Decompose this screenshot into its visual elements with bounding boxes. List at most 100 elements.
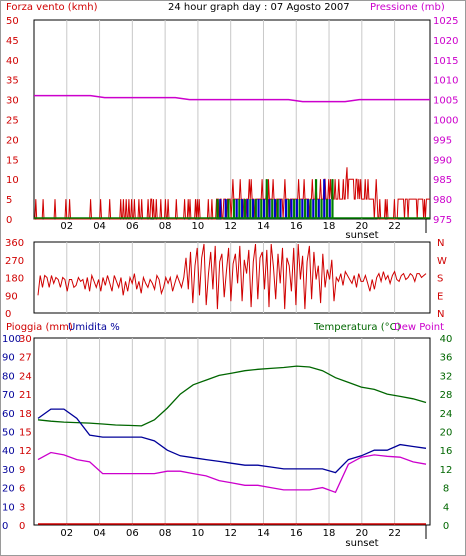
x-tick-label: 04 — [93, 528, 106, 539]
humidity-y-tick: 70 — [2, 390, 15, 401]
direction-compass-tick: N — [437, 238, 444, 249]
wind-gust-bar — [309, 199, 312, 219]
rain-y-tick: 6 — [19, 484, 25, 495]
wind-pressure-panel: 02 04 06 08 10 12 14 16 18 20 22sunset504540353025… — [6, 16, 458, 241]
x-tick-label: 04 — [93, 221, 106, 232]
wind-y-tick: 0 — [6, 215, 12, 226]
humidity-y-tick: 20 — [2, 484, 15, 495]
humidity-axis-title: Umidita % — [68, 322, 120, 333]
x-tick-label: 06 — [126, 221, 139, 232]
wind-gust-bar — [273, 199, 277, 219]
chart-title: 24 hour graph day : 07 Agosto 2007 — [168, 2, 350, 13]
wind-gust-bar — [232, 199, 236, 219]
wind-gust-bar — [295, 199, 298, 219]
pressure-y-tick: 985 — [433, 175, 452, 186]
wind-gust-bar — [246, 199, 249, 219]
pressure-y-tick: 1010 — [433, 76, 458, 87]
wind-gust-bar — [312, 199, 315, 219]
humidity-y-tick: 100 — [2, 334, 21, 345]
rain-y-tick: 12 — [19, 446, 32, 457]
temperature-y-tick: 32 — [440, 371, 453, 382]
temperature-y-tick: 28 — [440, 390, 453, 401]
direction-compass-tick: W — [437, 256, 447, 267]
x-tick-label: 18 — [323, 221, 336, 232]
wind-y-tick: 50 — [6, 16, 19, 27]
wind-gust-bar — [216, 199, 219, 219]
wind-gust-bar — [249, 199, 252, 219]
direction-y-tick: 180 — [5, 274, 24, 285]
x-tick-label: 10 — [192, 221, 205, 232]
wind-gust-bar — [293, 199, 296, 219]
pressure-y-tick: 1025 — [433, 16, 458, 27]
wind-y-tick: 20 — [6, 135, 19, 146]
direction-compass-tick: E — [437, 291, 443, 302]
pressure-y-tick: 1000 — [433, 116, 458, 127]
wind-gust-bar — [260, 199, 263, 219]
x-tick-label: 16 — [290, 528, 303, 539]
humidity-y-tick: 10 — [2, 502, 15, 513]
wind-gust-bar — [219, 199, 222, 219]
direction-y-tick: 360 — [5, 238, 24, 249]
humidity-y-tick: 40 — [2, 446, 15, 457]
wind-y-tick: 15 — [6, 155, 19, 166]
pressure-y-tick: 980 — [433, 195, 452, 206]
temperature-y-tick: 36 — [440, 353, 453, 364]
humidity-line — [37, 408, 427, 474]
wind-gust-bar — [243, 199, 246, 219]
wind-y-tick: 5 — [6, 195, 12, 206]
wind-gust-bar — [290, 199, 293, 219]
rain-y-tick: 24 — [19, 371, 32, 382]
x-tick-label: 08 — [159, 221, 172, 232]
wind-gust-bar — [314, 179, 318, 219]
wind-gust-bar — [301, 199, 304, 219]
rain-y-tick: 27 — [19, 353, 32, 364]
wind-gust-bar — [251, 199, 255, 219]
wind-gust-bar — [224, 199, 227, 219]
rain-y-tick: 9 — [19, 465, 25, 476]
pressure-line — [34, 94, 430, 103]
wind-gust-bar — [325, 199, 329, 219]
wind-gust-bar — [241, 199, 244, 219]
wind-gust-bar — [323, 179, 326, 219]
wind-gust-bar — [262, 199, 266, 219]
temperature-axis-title: Temperatura (°C) — [313, 322, 401, 333]
wind-y-tick: 30 — [6, 96, 19, 107]
direction-compass-tick: N — [437, 309, 444, 320]
direction-y-tick: 90 — [5, 291, 18, 302]
temperature-plot-area — [33, 337, 431, 526]
sunset-label: sunset — [345, 230, 378, 241]
direction-y-tick: 0 — [5, 309, 11, 320]
rain-y-tick: 21 — [19, 390, 32, 401]
temperature-y-tick: 12 — [440, 465, 453, 476]
x-tick-label: 08 — [159, 528, 172, 539]
humidity-y-tick: 90 — [2, 353, 15, 364]
pressure-y-tick: 995 — [433, 135, 452, 146]
x-tick-label: 02 — [60, 528, 73, 539]
wind-gust-bar — [268, 199, 271, 219]
wind-gust-bar — [303, 199, 307, 219]
wind-gust-bar — [254, 199, 257, 219]
wind-gust-bar — [271, 199, 274, 219]
humidity-y-tick: 0 — [2, 521, 8, 532]
x-tick-label: 22 — [388, 221, 401, 232]
x-tick-label: 20 — [355, 221, 368, 232]
dewpoint-line — [37, 451, 427, 494]
temperature-y-tick: 0 — [443, 521, 449, 532]
wind-y-tick: 25 — [6, 116, 19, 127]
x-tick-label: 20 — [355, 528, 368, 539]
x-tick-label: 16 — [290, 221, 303, 232]
humidity-y-tick: 50 — [2, 428, 15, 439]
temperature-humidity-panel: Pioggia (mm)Umidita % Temperatura (°C)Dew… — [2, 322, 452, 549]
wind-gust-bar — [287, 199, 290, 219]
wind-y-tick: 10 — [6, 175, 19, 186]
rain-y-tick: 30 — [19, 334, 32, 345]
wind-gust-bar — [284, 199, 288, 219]
dewpoint-axis-title: Dew Point — [394, 322, 444, 333]
x-tick-label: 10 — [192, 528, 205, 539]
x-tick-label: 14 — [257, 528, 270, 539]
temperature-y-tick: 24 — [440, 409, 453, 420]
pressure-y-tick: 975 — [433, 215, 452, 226]
wind-y-tick: 40 — [6, 56, 19, 67]
